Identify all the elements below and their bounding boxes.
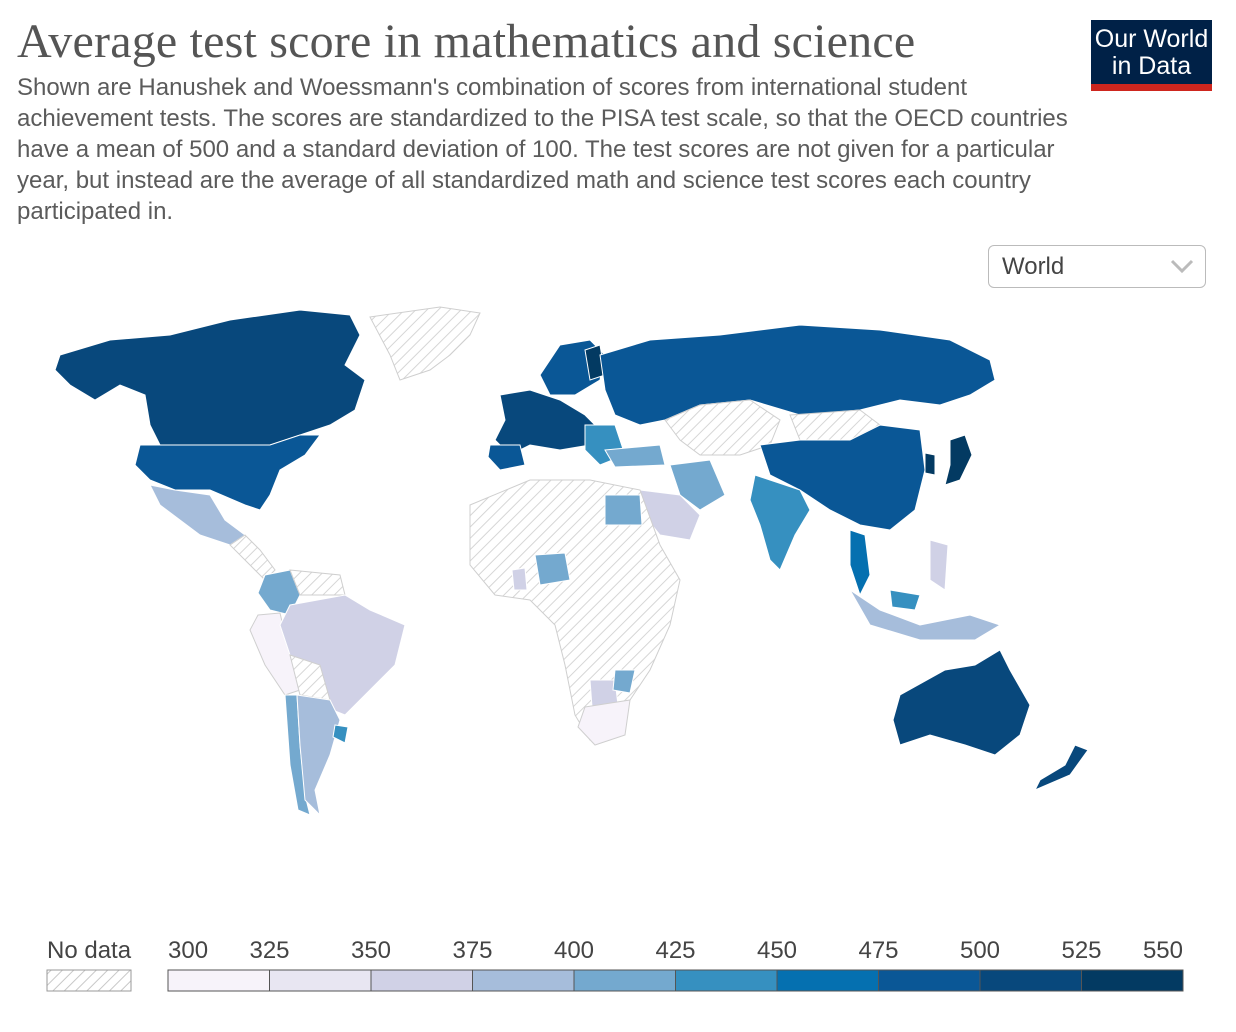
south-africa[interactable] xyxy=(577,699,631,746)
legend-tick-label: 475 xyxy=(858,937,898,964)
legend-tick-label: 550 xyxy=(1143,937,1183,964)
logo-line-1: Our World xyxy=(1094,25,1209,53)
legend-tick-label: 400 xyxy=(554,937,594,964)
australia[interactable] xyxy=(892,649,1031,756)
legend-bin[interactable] xyxy=(1081,969,1184,992)
russia[interactable] xyxy=(599,324,996,426)
legend-tick-label: 375 xyxy=(452,937,492,964)
iran[interactable] xyxy=(669,459,726,511)
legend-bin[interactable] xyxy=(472,969,575,992)
new-zealand[interactable] xyxy=(1033,744,1089,791)
egypt[interactable] xyxy=(604,494,643,526)
nigeria[interactable] xyxy=(534,552,571,586)
legend-no-data-label: No data xyxy=(47,937,132,964)
region-select-value: World xyxy=(1002,253,1065,280)
legend-no-data-swatch[interactable] xyxy=(46,969,132,992)
united-states[interactable] xyxy=(134,434,321,511)
legend-bin[interactable] xyxy=(776,969,879,992)
south-korea[interactable] xyxy=(924,452,936,476)
malaysia[interactable] xyxy=(889,589,921,611)
ghana[interactable] xyxy=(511,567,528,591)
philippines[interactable] xyxy=(929,539,949,591)
india[interactable] xyxy=(749,474,811,571)
legend-tick-label: 450 xyxy=(757,937,797,964)
greenland[interactable] xyxy=(369,306,481,381)
logo-line-2: in Data xyxy=(1111,52,1192,80)
chart-title: Average test score in mathematics and sc… xyxy=(17,15,916,68)
thailand[interactable] xyxy=(849,529,871,597)
chart-subtitle: Shown are Hanushek and Woessmann's combi… xyxy=(17,74,1068,225)
central-america[interactable] xyxy=(229,534,276,581)
turkey[interactable] xyxy=(604,444,666,468)
legend-bin[interactable] xyxy=(979,969,1082,992)
legend-bin[interactable] xyxy=(675,969,778,992)
venezuela[interactable] xyxy=(289,569,346,596)
uruguay[interactable] xyxy=(332,724,349,744)
chevron-down-icon xyxy=(1170,259,1194,274)
legend-bin[interactable] xyxy=(167,969,270,992)
legend-bin[interactable] xyxy=(269,969,372,992)
argentina[interactable] xyxy=(296,694,341,817)
western-europe[interactable] xyxy=(494,389,601,456)
color-legend: No data 300 325 350 375 400 425 450 475 500 525 55… xyxy=(46,937,1184,992)
legend-bin[interactable] xyxy=(878,969,981,992)
canada[interactable] xyxy=(54,309,366,446)
legend-bin[interactable] xyxy=(573,969,676,992)
legend-tick-label: 500 xyxy=(960,937,1000,964)
legend-bin[interactable] xyxy=(370,969,473,992)
indonesia[interactable] xyxy=(849,589,1002,641)
legend-tick-label: 300 xyxy=(168,937,208,964)
japan[interactable] xyxy=(944,434,973,486)
owid-logo[interactable]: Our World in Data xyxy=(1091,20,1212,91)
world-map[interactable] xyxy=(0,295,1236,835)
legend-tick-label: 425 xyxy=(655,937,695,964)
peru[interactable] xyxy=(249,612,301,696)
legend-tick-label: 350 xyxy=(351,937,391,964)
legend-tick-label: 325 xyxy=(249,937,289,964)
region-select[interactable]: World xyxy=(988,245,1206,288)
legend-tick-label: 525 xyxy=(1061,937,1101,964)
iberia[interactable] xyxy=(487,444,526,471)
africa[interactable] xyxy=(469,479,681,741)
logo-accent-bar xyxy=(1091,84,1212,91)
zimbabwe[interactable] xyxy=(612,669,636,694)
